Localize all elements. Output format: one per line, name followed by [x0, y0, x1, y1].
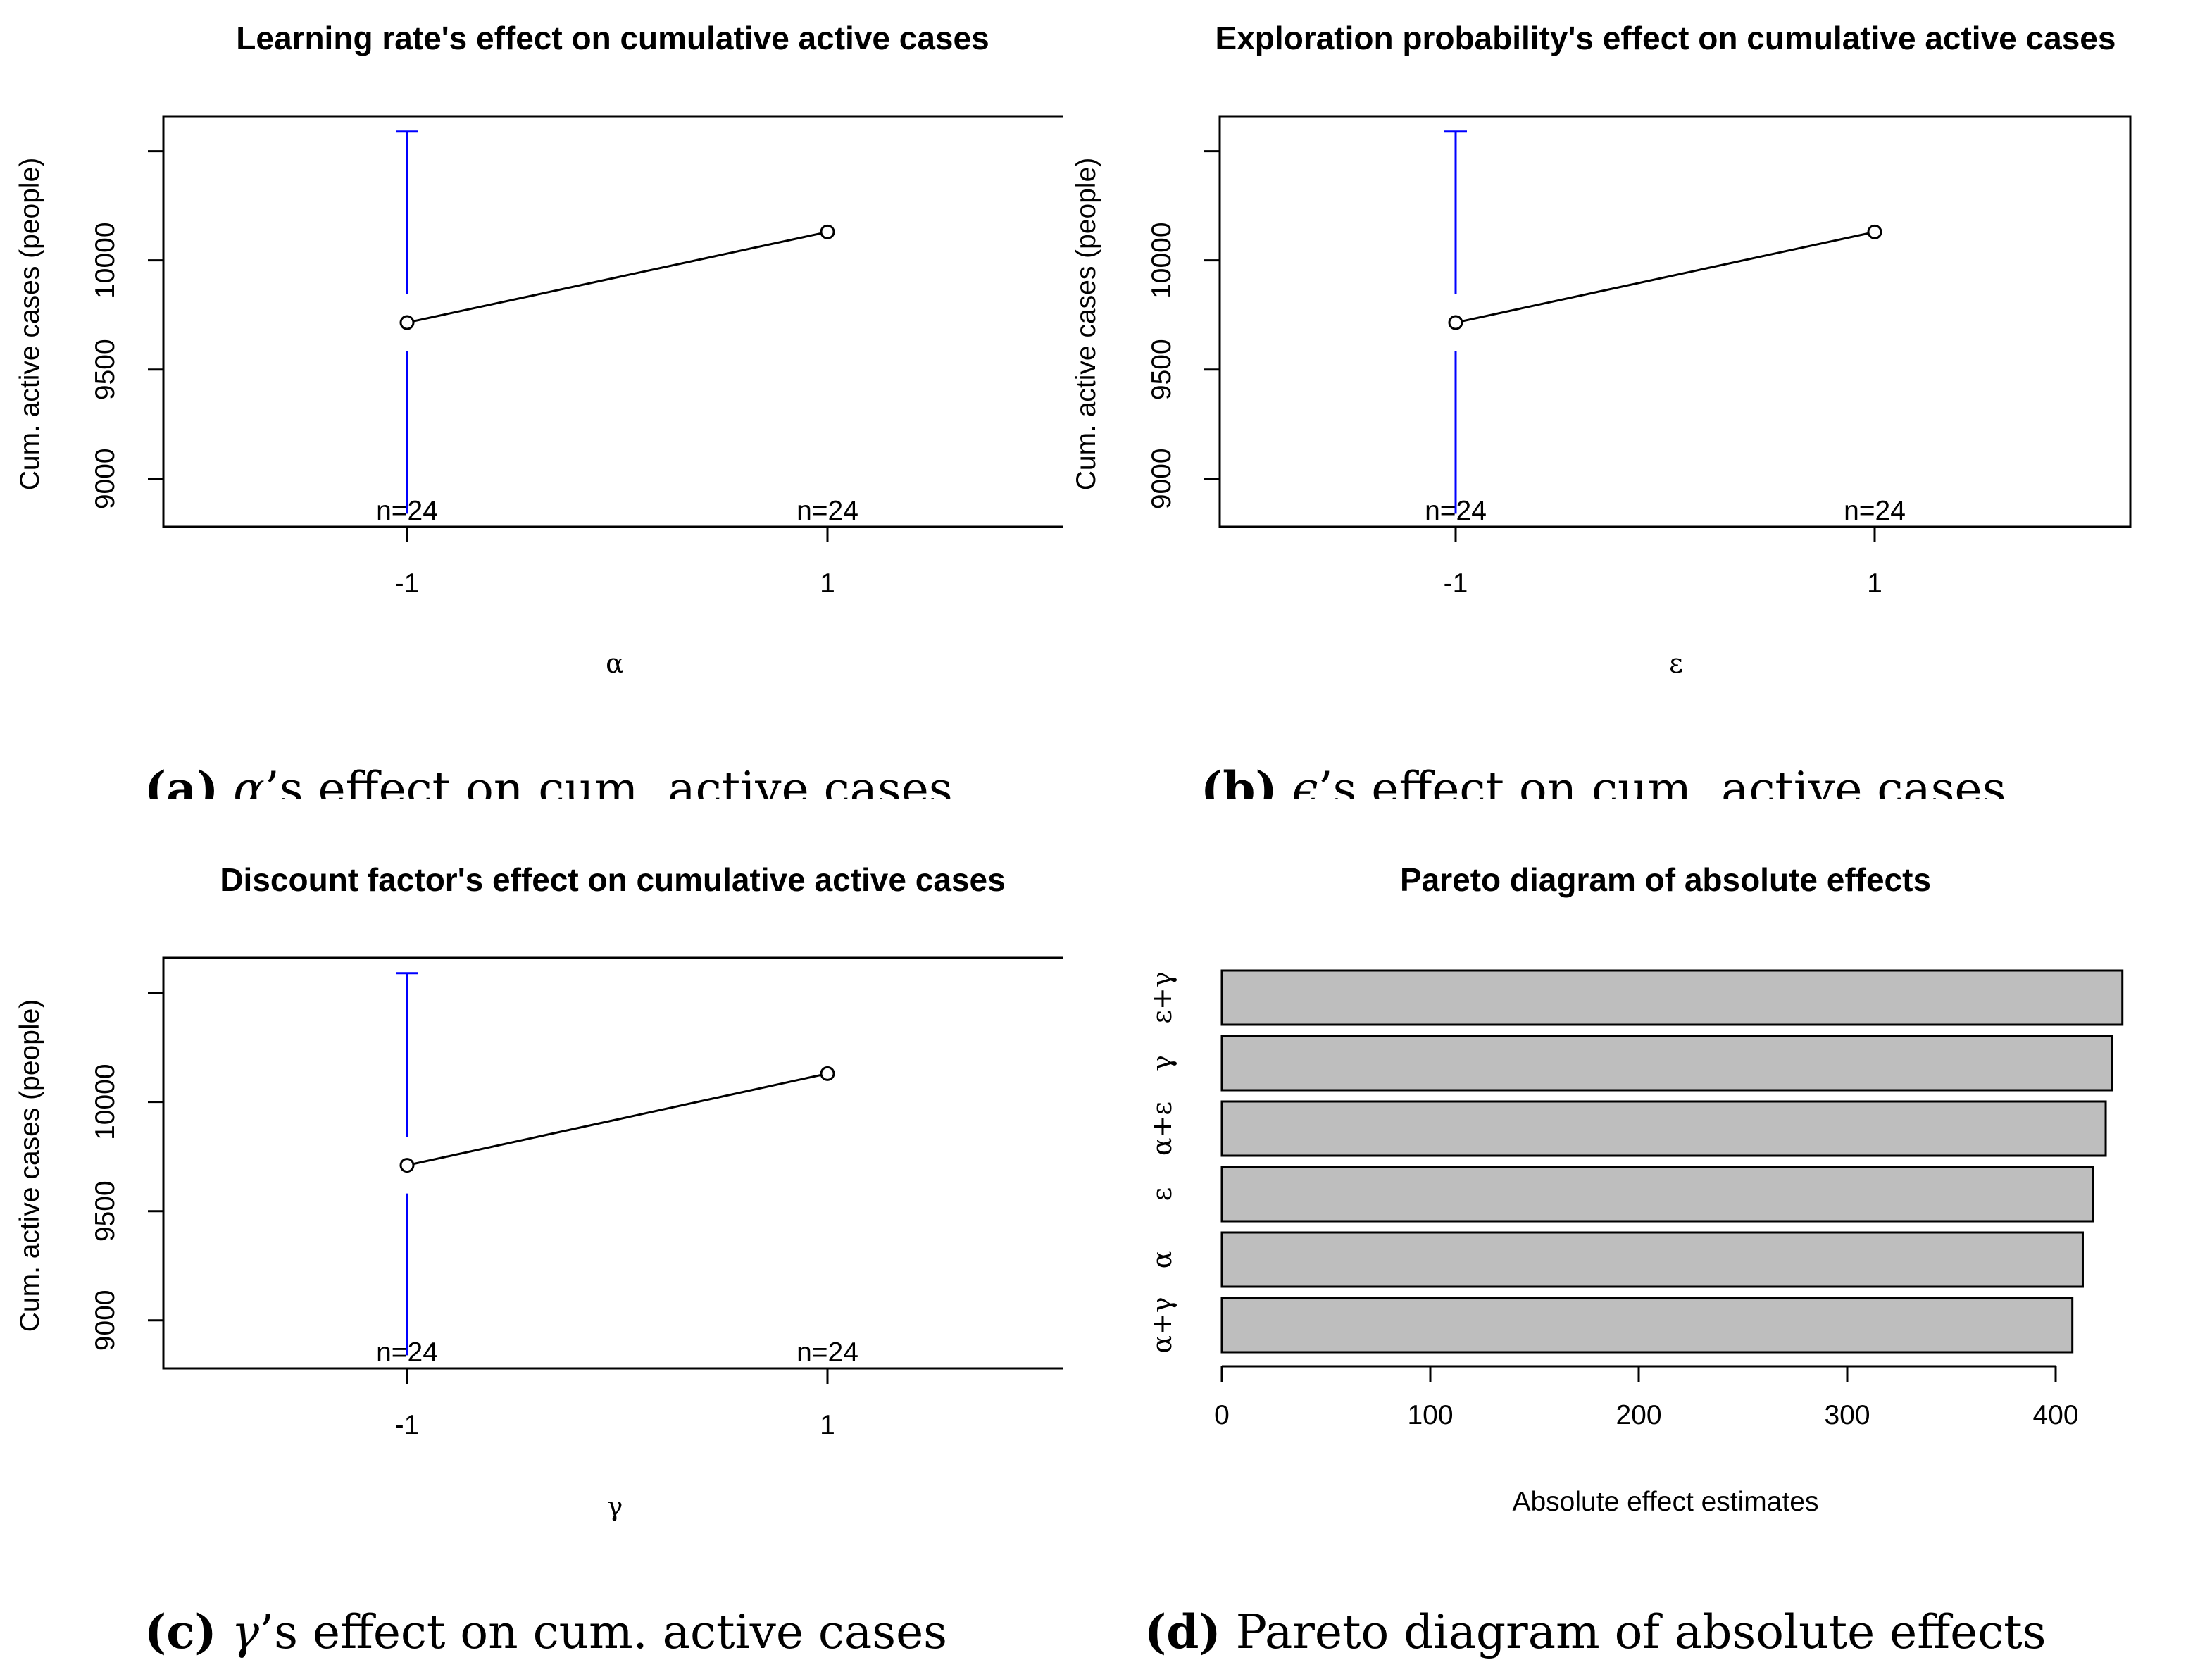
caption: (c) γ’s effect on cum. active cases [144, 1604, 947, 1659]
bar-label: ε+γ [1146, 971, 1177, 1023]
chart-title: Pareto diagram of absolute effects [1400, 861, 1931, 898]
bar [1220, 1100, 2107, 1157]
caption-label: (a) [144, 761, 218, 799]
plot-frame [1218, 115, 2132, 528]
x-tick-label: 1 [820, 568, 835, 599]
bar [1220, 1231, 2084, 1288]
series: n=24 n=24 [1425, 130, 1906, 526]
y-tick-label: 10000 [1146, 222, 1177, 298]
error-bar [1444, 130, 1467, 514]
chart-d-svg: Pareto diagram of absolute effects ε+γ γ α… [1144, 861, 2124, 1659]
x-tick-label: 100 [1407, 1400, 1453, 1430]
bar [1220, 969, 2124, 1026]
y-axis-label: Cum. active cases (people) [15, 999, 45, 1332]
caption-label: (c) [144, 1604, 217, 1659]
plot-frame [162, 115, 1063, 528]
bar-label: γ [1146, 1055, 1177, 1071]
x-axis: 0 100 200 300 400 [1214, 1365, 2079, 1430]
chart-title: Exploration probability's effect on cumu… [1216, 20, 2116, 56]
series-line [1455, 230, 1875, 324]
y-axis: 9000 9500 10000 [1146, 150, 1220, 509]
bar-label: α+ε [1146, 1101, 1177, 1156]
x-axis-label: γ [607, 1491, 623, 1522]
x-tick-label: 200 [1616, 1400, 1661, 1430]
x-tick-label: 300 [1824, 1400, 1870, 1430]
n-label: n=24 [376, 1337, 438, 1368]
n-label: n=24 [376, 496, 438, 526]
x-axis-label: Absolute effect estimates [1512, 1487, 1818, 1517]
data-point [399, 1158, 415, 1173]
x-tick-label: -1 [395, 568, 420, 599]
data-point [399, 315, 415, 330]
chart-c-svg: Discount factor's effect on cumulative a… [15, 861, 1063, 1659]
caption: (d) Pareto diagram of absolute effects [1144, 1604, 2047, 1659]
n-label: n=24 [1425, 496, 1487, 526]
data-point [820, 1066, 835, 1081]
panel-d: Pareto diagram of absolute effects ε+γ γ α… [1063, 828, 2212, 1679]
panel-c: Discount factor's effect on cumulative a… [0, 828, 1063, 1679]
caption-label: (d) [1144, 1604, 1221, 1659]
y-axis: 9000 9500 10000 [90, 992, 163, 1351]
y-tick-label: 9500 [1146, 339, 1177, 400]
x-axis: -1 1 [395, 1368, 835, 1440]
bar [1220, 1166, 2094, 1223]
y-tick-label: 10000 [90, 1063, 120, 1140]
series: n=24 n=24 [376, 972, 858, 1368]
caption-label: (b) [1201, 761, 1277, 799]
caption-symbol: α [233, 762, 265, 799]
error-bar [396, 972, 418, 1356]
x-tick-label: -1 [1444, 568, 1468, 599]
caption: (a) α’s effect on cum. active cases [144, 761, 953, 799]
chart-a-svg: Learning rate's effect on cumulative act… [15, 20, 1063, 799]
series-line [406, 230, 828, 324]
panel-a: Learning rate's effect on cumulative act… [0, 0, 1063, 799]
y-axis-label: Cum. active cases (people) [1071, 158, 1101, 491]
y-axis: 9000 9500 10000 [90, 150, 163, 509]
caption-text: ’s effect on cum. active cases [265, 762, 953, 799]
n-label: n=24 [796, 1337, 858, 1368]
data-point [820, 224, 835, 239]
x-tick-label: -1 [395, 1410, 420, 1440]
data-point [1448, 315, 1463, 330]
bar [1220, 1035, 2113, 1092]
plot-frame [162, 956, 1063, 1370]
y-tick-label: 9000 [90, 448, 120, 509]
y-tick-label: 10000 [90, 222, 120, 298]
caption-text: Pareto diagram of absolute effects [1221, 1605, 2047, 1659]
y-tick-label: 9000 [1146, 448, 1177, 509]
chart-title: Discount factor's effect on cumulative a… [220, 861, 1005, 898]
chart-b-svg: Exploration probability's effect on cumu… [1071, 20, 2132, 799]
x-axis: -1 1 [1444, 527, 1882, 599]
caption-text: ’s effect on cum. active cases [1318, 762, 2006, 799]
caption-symbol: γ [232, 1605, 260, 1659]
error-bar [396, 130, 418, 514]
x-tick-label: 1 [1867, 568, 1882, 599]
x-tick-label: 400 [2032, 1400, 2078, 1430]
series-line [406, 1072, 828, 1167]
y-axis-label: Cum. active cases (people) [15, 158, 45, 491]
bar-label: α+γ [1146, 1297, 1177, 1353]
x-axis-label: α [606, 648, 624, 679]
bar [1220, 1297, 2074, 1354]
bar-label: ε [1146, 1187, 1177, 1201]
x-axis-label: ε [1669, 648, 1683, 679]
n-label: n=24 [1844, 496, 1906, 526]
chart-title: Learning rate's effect on cumulative act… [236, 20, 989, 56]
panel-b: Exploration probability's effect on cumu… [1063, 0, 2212, 799]
x-axis: -1 1 [395, 527, 835, 599]
n-label: n=24 [796, 496, 858, 526]
data-point [1867, 224, 1882, 239]
x-tick-label: 1 [820, 1410, 835, 1440]
y-tick-label: 9000 [90, 1290, 120, 1351]
caption-symbol: ϵ [1292, 762, 1318, 799]
y-tick-label: 9500 [90, 1180, 120, 1242]
bars: ε+γ γ α+ε ε α α+γ [1146, 969, 2124, 1354]
y-tick-label: 9500 [90, 339, 120, 400]
bar-label: α [1146, 1251, 1177, 1269]
series: n=24 n=24 [376, 130, 858, 526]
caption: (b) ϵ’s effect on cum. active cases [1201, 761, 2006, 799]
caption-text: ’s effect on cum. active cases [259, 1605, 947, 1659]
x-tick-label: 0 [1214, 1400, 1230, 1430]
